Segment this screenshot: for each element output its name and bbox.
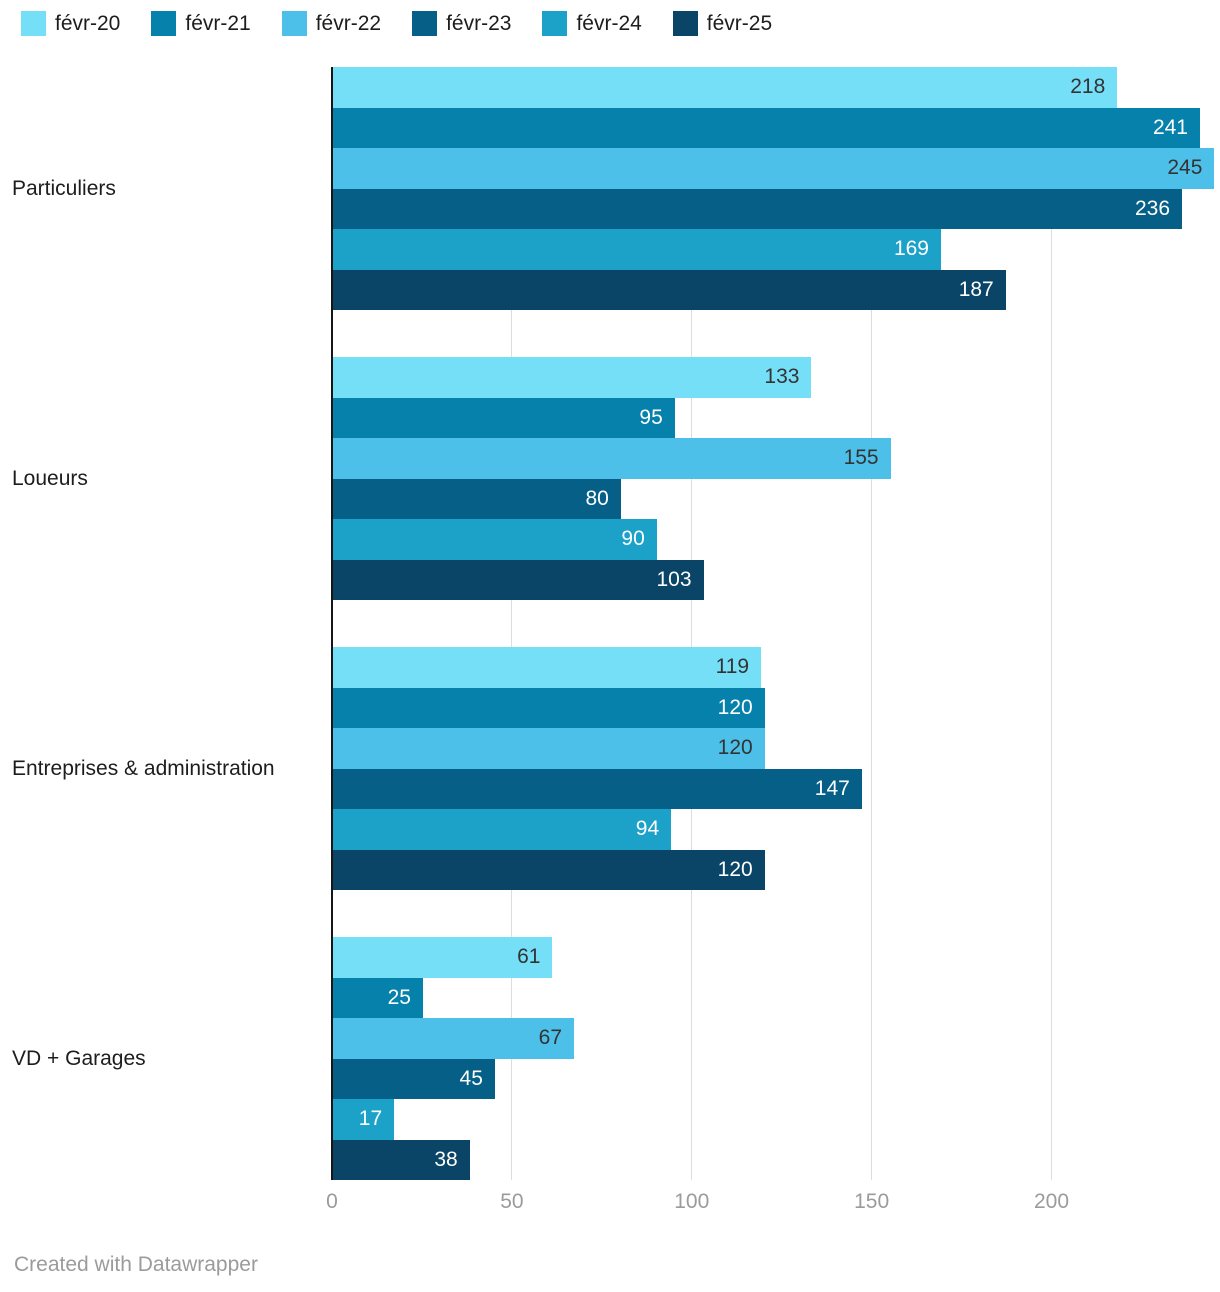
bar-loueurs-f-vr-23: 80 [333, 478, 621, 519]
category-label-loueurs: Loueurs [12, 466, 88, 490]
bar-loueurs-f-vr-21: 95 [333, 397, 675, 438]
bar-vd-garages-f-vr-20: 61 [333, 937, 553, 978]
bar-particuliers-f-vr-25: 187 [333, 269, 1006, 310]
bar-value-label: 103 [656, 567, 692, 591]
gridline-x-150 [870, 67, 872, 1180]
bar-loueurs-f-vr-25: 103 [333, 559, 704, 600]
bar-value-label: 133 [764, 365, 800, 389]
bar-value-label: 119 [715, 655, 750, 679]
bar-value-label: 169 [893, 237, 929, 261]
bar-loueurs-f-vr-22: 155 [333, 438, 891, 479]
legend-label: févr-25 [706, 12, 773, 35]
bar-value-label: 241 [1152, 115, 1188, 139]
legend: févr-20 févr-21 févr-22 févr-23 févr-24 févr-… [21, 11, 772, 36]
legend-label: févr-22 [315, 12, 382, 35]
category-label-particuliers: Particuliers [12, 176, 116, 200]
bar-vd-garages-f-vr-24: 17 [333, 1099, 395, 1140]
bar-value-label: 38 [434, 1147, 458, 1171]
x-tick-label: 50 [500, 1190, 524, 1213]
x-tick-label: 150 [854, 1190, 890, 1213]
bar-entreprises-administration-f-vr-21: 120 [333, 687, 765, 728]
bar-vd-garages-f-vr-23: 45 [333, 1058, 495, 1099]
gridline-x-50 [510, 67, 512, 1180]
legend-item-f-vr-20: févr-20 [21, 11, 120, 36]
bar-value-label: 95 [639, 405, 663, 429]
bar-value-label: 67 [538, 1026, 563, 1050]
x-tick-label: 0 [326, 1190, 338, 1213]
attribution-text: Created with Datawrapper [14, 1253, 258, 1276]
legend-item-f-vr-21: févr-21 [151, 11, 251, 36]
bar-loueurs-f-vr-24: 90 [333, 519, 657, 560]
bar-value-label: 90 [621, 527, 645, 551]
bar-vd-garages-f-vr-25: 38 [333, 1139, 470, 1180]
bar-value-label: 236 [1134, 196, 1171, 220]
bar-value-label: 94 [635, 817, 660, 841]
bar-value-label: 17 [358, 1107, 383, 1131]
bar-vd-garages-f-vr-21: 25 [333, 977, 423, 1018]
y-axis-baseline [331, 67, 333, 1180]
legend-label: févr-21 [185, 12, 251, 35]
bar-entreprises-administration-f-vr-24: 94 [333, 809, 672, 850]
legend-swatch-icon [412, 11, 438, 36]
bar-value-label: 120 [717, 857, 753, 881]
legend-item-f-vr-25: févr-25 [672, 11, 773, 36]
legend-swatch-icon [21, 11, 46, 36]
bar-value-label: 187 [958, 277, 994, 301]
legend-item-f-vr-23: févr-23 [412, 11, 511, 36]
x-tick-label: 100 [674, 1190, 710, 1213]
bar-particuliers-f-vr-21: 241 [333, 107, 1200, 148]
legend-item-f-vr-22: févr-22 [281, 11, 382, 36]
bar-particuliers-f-vr-22: 245 [333, 148, 1215, 189]
bar-entreprises-administration-f-vr-22: 120 [333, 728, 765, 769]
bar-value-label: 120 [717, 695, 753, 719]
legend-swatch-icon [542, 11, 568, 36]
category-label-vd-garages: VD + Garages [12, 1046, 146, 1070]
bar-value-label: 155 [843, 446, 879, 470]
legend-label: févr-23 [446, 12, 512, 35]
legend-swatch-icon [151, 11, 177, 36]
category-label-entreprises-administration: Entreprises & administration [12, 756, 275, 780]
bar-entreprises-administration-f-vr-20: 119 [333, 647, 762, 688]
bar-value-label: 245 [1167, 156, 1203, 180]
bar-value-label: 80 [585, 486, 609, 510]
bar-entreprises-administration-f-vr-25: 120 [333, 849, 765, 890]
bar-value-label: 25 [387, 985, 411, 1009]
gridline-x-100 [690, 67, 692, 1180]
bar-value-label: 45 [459, 1066, 483, 1090]
bar-entreprises-administration-f-vr-23: 147 [333, 768, 862, 809]
legend-label: févr-20 [55, 12, 121, 35]
bar-vd-garages-f-vr-22: 67 [333, 1018, 575, 1059]
legend-swatch-icon [281, 11, 307, 36]
bar-particuliers-f-vr-24: 169 [333, 229, 941, 270]
legend-item-f-vr-24: févr-24 [542, 11, 642, 36]
bar-value-label: 218 [1070, 75, 1106, 99]
bar-value-label: 147 [814, 776, 850, 800]
legend-label: févr-24 [576, 12, 642, 35]
bar-particuliers-f-vr-23: 236 [333, 188, 1183, 229]
bar-particuliers-f-vr-20: 218 [333, 67, 1118, 108]
gridline-x-200 [1050, 67, 1052, 1180]
bar-value-label: 120 [717, 736, 753, 760]
bar-loueurs-f-vr-20: 133 [333, 357, 812, 398]
bar-value-label: 61 [517, 945, 541, 969]
x-tick-label: 200 [1033, 1190, 1070, 1213]
attribution: Created with Datawrapper [14, 1253, 258, 1277]
legend-swatch-icon [672, 11, 698, 36]
